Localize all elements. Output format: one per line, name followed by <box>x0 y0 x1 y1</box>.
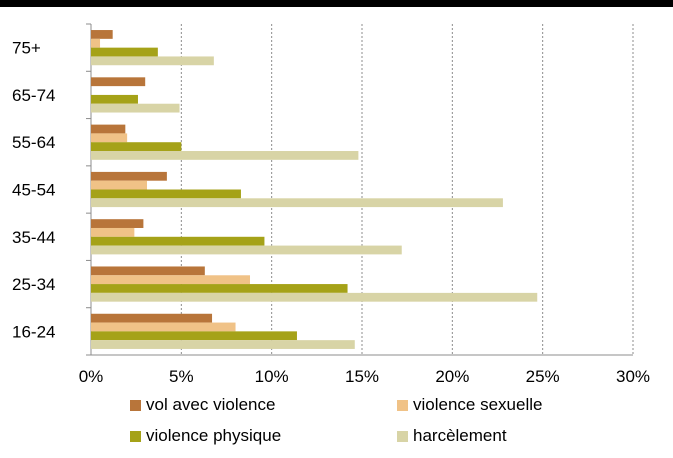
x-tick-label: 25% <box>526 367 560 386</box>
y-tick-label: 25-34 <box>12 275 55 294</box>
bar-vol-avec-violence-25-34 <box>91 266 205 276</box>
x-tick-label: 0% <box>79 367 104 386</box>
bar-harcèlement-45-54 <box>91 198 503 208</box>
y-tick-label: 75+ <box>12 39 41 58</box>
bar-violence-physique-45-54 <box>91 189 241 199</box>
bar-vol-avec-violence-55-64 <box>91 124 126 134</box>
bar-harcèlement-25-34 <box>91 292 538 302</box>
bar-vol-avec-violence-75+ <box>91 30 113 39</box>
bar-violence-sexuelle-55-64 <box>91 133 128 143</box>
x-tick-label: 10% <box>255 367 289 386</box>
bar-violence-physique-65-74 <box>91 94 138 104</box>
y-tick-label: 35-44 <box>12 228 55 247</box>
y-tick-label: 65-74 <box>12 86 55 105</box>
bar-vol-avec-violence-16-24 <box>91 313 213 323</box>
x-tick-label: 5% <box>169 367 194 386</box>
bar-violence-physique-25-34 <box>91 284 348 293</box>
bar-vol-avec-violence-45-54 <box>91 171 167 181</box>
y-tick-label: 16-24 <box>12 322 55 341</box>
bar-harcèlement-16-24 <box>91 340 355 349</box>
x-tick-label: 20% <box>435 367 469 386</box>
bar-violence-sexuelle-75+ <box>91 38 101 48</box>
x-tick-label: 30% <box>616 367 650 386</box>
bar-violence-sexuelle-16-24 <box>91 322 236 332</box>
y-tick-label: 45-54 <box>12 181 55 200</box>
bar-harcèlement-65-74 <box>91 103 180 113</box>
bar-violence-physique-55-64 <box>91 142 182 152</box>
bar-harcèlement-55-64 <box>91 151 359 160</box>
bar-harcèlement-75+ <box>91 56 214 66</box>
top-rule <box>0 0 673 7</box>
bar-vol-avec-violence-35-44 <box>91 219 144 228</box>
y-tick-label: 55-64 <box>12 133 55 152</box>
bar-violence-physique-75+ <box>91 47 158 57</box>
bar-violence-sexuelle-25-34 <box>91 275 250 285</box>
bar-violence-physique-35-44 <box>91 236 265 246</box>
x-tick-label: 15% <box>345 367 379 386</box>
bar-violence-sexuelle-45-54 <box>91 180 148 190</box>
bar-violence-sexuelle-35-44 <box>91 227 135 237</box>
bar-violence-physique-16-24 <box>91 331 297 341</box>
bar-harcèlement-35-44 <box>91 245 402 255</box>
bar-vol-avec-violence-65-74 <box>91 77 146 87</box>
